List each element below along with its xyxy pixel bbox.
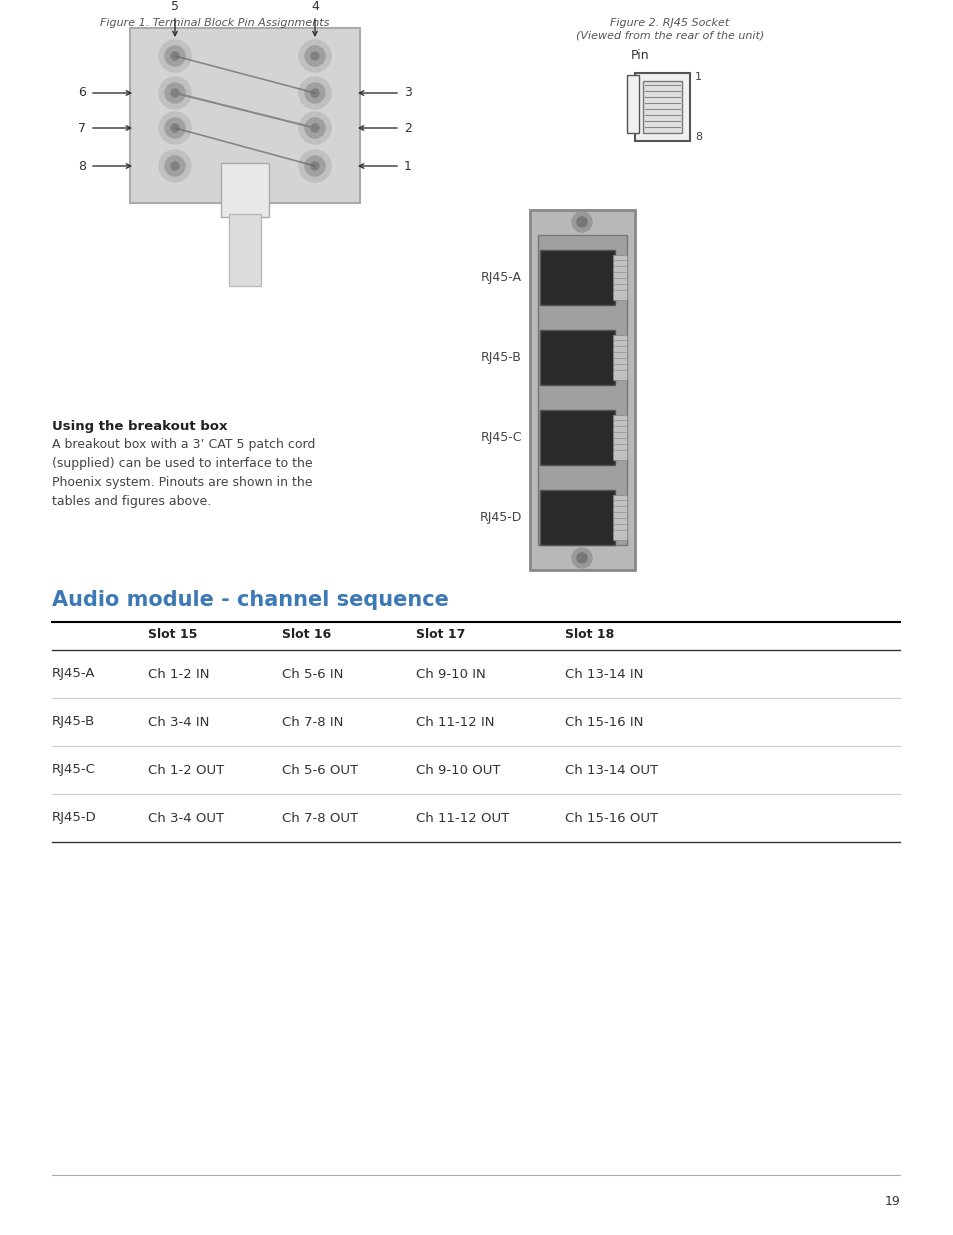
Text: Ch 9-10 OUT: Ch 9-10 OUT: [416, 763, 500, 777]
Text: Ch 7-8 OUT: Ch 7-8 OUT: [282, 811, 357, 825]
Circle shape: [311, 52, 318, 61]
Text: Ch 1-2 OUT: Ch 1-2 OUT: [148, 763, 224, 777]
Text: (Viewed from the rear of the unit): (Viewed from the rear of the unit): [576, 31, 763, 41]
FancyBboxPatch shape: [537, 235, 626, 545]
Text: Ch 9-10 IN: Ch 9-10 IN: [416, 667, 485, 680]
Text: Ch 5-6 IN: Ch 5-6 IN: [282, 667, 343, 680]
Circle shape: [165, 46, 185, 65]
FancyBboxPatch shape: [539, 249, 615, 305]
Text: 8: 8: [78, 159, 86, 173]
Circle shape: [171, 52, 179, 61]
Text: Slot 15: Slot 15: [148, 629, 197, 641]
Text: A breakout box with a 3’ CAT 5 patch cord
(supplied) can be used to interface to: A breakout box with a 3’ CAT 5 patch cor…: [52, 438, 315, 508]
Circle shape: [311, 124, 318, 132]
Text: Ch 7-8 IN: Ch 7-8 IN: [282, 715, 343, 729]
Text: Ch 13-14 OUT: Ch 13-14 OUT: [564, 763, 658, 777]
Text: Slot 17: Slot 17: [416, 629, 465, 641]
Circle shape: [159, 77, 191, 109]
Circle shape: [305, 156, 325, 177]
Circle shape: [171, 124, 179, 132]
FancyBboxPatch shape: [613, 335, 626, 380]
Text: 2: 2: [403, 121, 412, 135]
Text: Ch 3-4 IN: Ch 3-4 IN: [148, 715, 209, 729]
Text: RJ45-C: RJ45-C: [52, 763, 95, 777]
Text: 8: 8: [695, 132, 701, 142]
Text: Ch 3-4 OUT: Ch 3-4 OUT: [148, 811, 224, 825]
Text: Ch 11-12 OUT: Ch 11-12 OUT: [416, 811, 509, 825]
Text: Slot 16: Slot 16: [282, 629, 331, 641]
Text: Using the breakout box: Using the breakout box: [52, 420, 227, 433]
Circle shape: [165, 83, 185, 103]
Text: Ch 1-2 IN: Ch 1-2 IN: [148, 667, 210, 680]
Circle shape: [311, 162, 318, 170]
Text: 1: 1: [695, 72, 701, 82]
Text: Audio module - channel sequence: Audio module - channel sequence: [52, 590, 449, 610]
Text: 19: 19: [883, 1195, 899, 1208]
FancyBboxPatch shape: [642, 82, 681, 133]
Text: RJ45-C: RJ45-C: [480, 431, 521, 443]
Text: 3: 3: [403, 86, 412, 100]
Text: RJ45-A: RJ45-A: [52, 667, 95, 680]
Text: Pin: Pin: [630, 49, 649, 62]
Text: Ch 11-12 IN: Ch 11-12 IN: [416, 715, 494, 729]
Circle shape: [311, 89, 318, 98]
Text: Ch 13-14 IN: Ch 13-14 IN: [564, 667, 642, 680]
Text: RJ45-D: RJ45-D: [52, 811, 96, 825]
Text: Ch 15-16 IN: Ch 15-16 IN: [564, 715, 642, 729]
Text: Figure 1. Terminal Block Pin Assignments: Figure 1. Terminal Block Pin Assignments: [100, 19, 330, 28]
Circle shape: [577, 553, 586, 563]
Circle shape: [165, 156, 185, 177]
Text: Ch 5-6 OUT: Ch 5-6 OUT: [282, 763, 357, 777]
Circle shape: [159, 40, 191, 72]
Circle shape: [165, 119, 185, 138]
Text: 4: 4: [311, 0, 318, 14]
Text: RJ45-B: RJ45-B: [52, 715, 95, 729]
FancyBboxPatch shape: [613, 415, 626, 459]
FancyBboxPatch shape: [539, 490, 615, 545]
FancyBboxPatch shape: [130, 28, 359, 203]
FancyBboxPatch shape: [626, 75, 639, 133]
Text: 5: 5: [171, 0, 179, 14]
Circle shape: [305, 83, 325, 103]
Text: RJ45-D: RJ45-D: [479, 510, 521, 524]
Circle shape: [159, 149, 191, 182]
Circle shape: [298, 77, 331, 109]
Text: RJ45-B: RJ45-B: [480, 351, 521, 363]
FancyBboxPatch shape: [530, 210, 635, 571]
Circle shape: [572, 548, 592, 568]
Circle shape: [171, 89, 179, 98]
Circle shape: [298, 40, 331, 72]
Text: 1: 1: [403, 159, 412, 173]
FancyBboxPatch shape: [229, 214, 261, 287]
Circle shape: [298, 112, 331, 144]
Circle shape: [305, 119, 325, 138]
FancyBboxPatch shape: [539, 330, 615, 385]
Circle shape: [298, 149, 331, 182]
FancyBboxPatch shape: [221, 163, 269, 217]
FancyBboxPatch shape: [539, 410, 615, 466]
Circle shape: [159, 112, 191, 144]
Text: 6: 6: [78, 86, 86, 100]
FancyBboxPatch shape: [613, 495, 626, 540]
FancyBboxPatch shape: [635, 73, 689, 141]
Circle shape: [572, 212, 592, 232]
FancyBboxPatch shape: [613, 254, 626, 300]
Circle shape: [577, 217, 586, 227]
Text: 7: 7: [78, 121, 86, 135]
Text: Figure 2. RJ45 Socket: Figure 2. RJ45 Socket: [610, 19, 729, 28]
Circle shape: [305, 46, 325, 65]
Text: RJ45-A: RJ45-A: [480, 270, 521, 284]
Text: Slot 18: Slot 18: [564, 629, 614, 641]
Circle shape: [171, 162, 179, 170]
Text: Ch 15-16 OUT: Ch 15-16 OUT: [564, 811, 658, 825]
